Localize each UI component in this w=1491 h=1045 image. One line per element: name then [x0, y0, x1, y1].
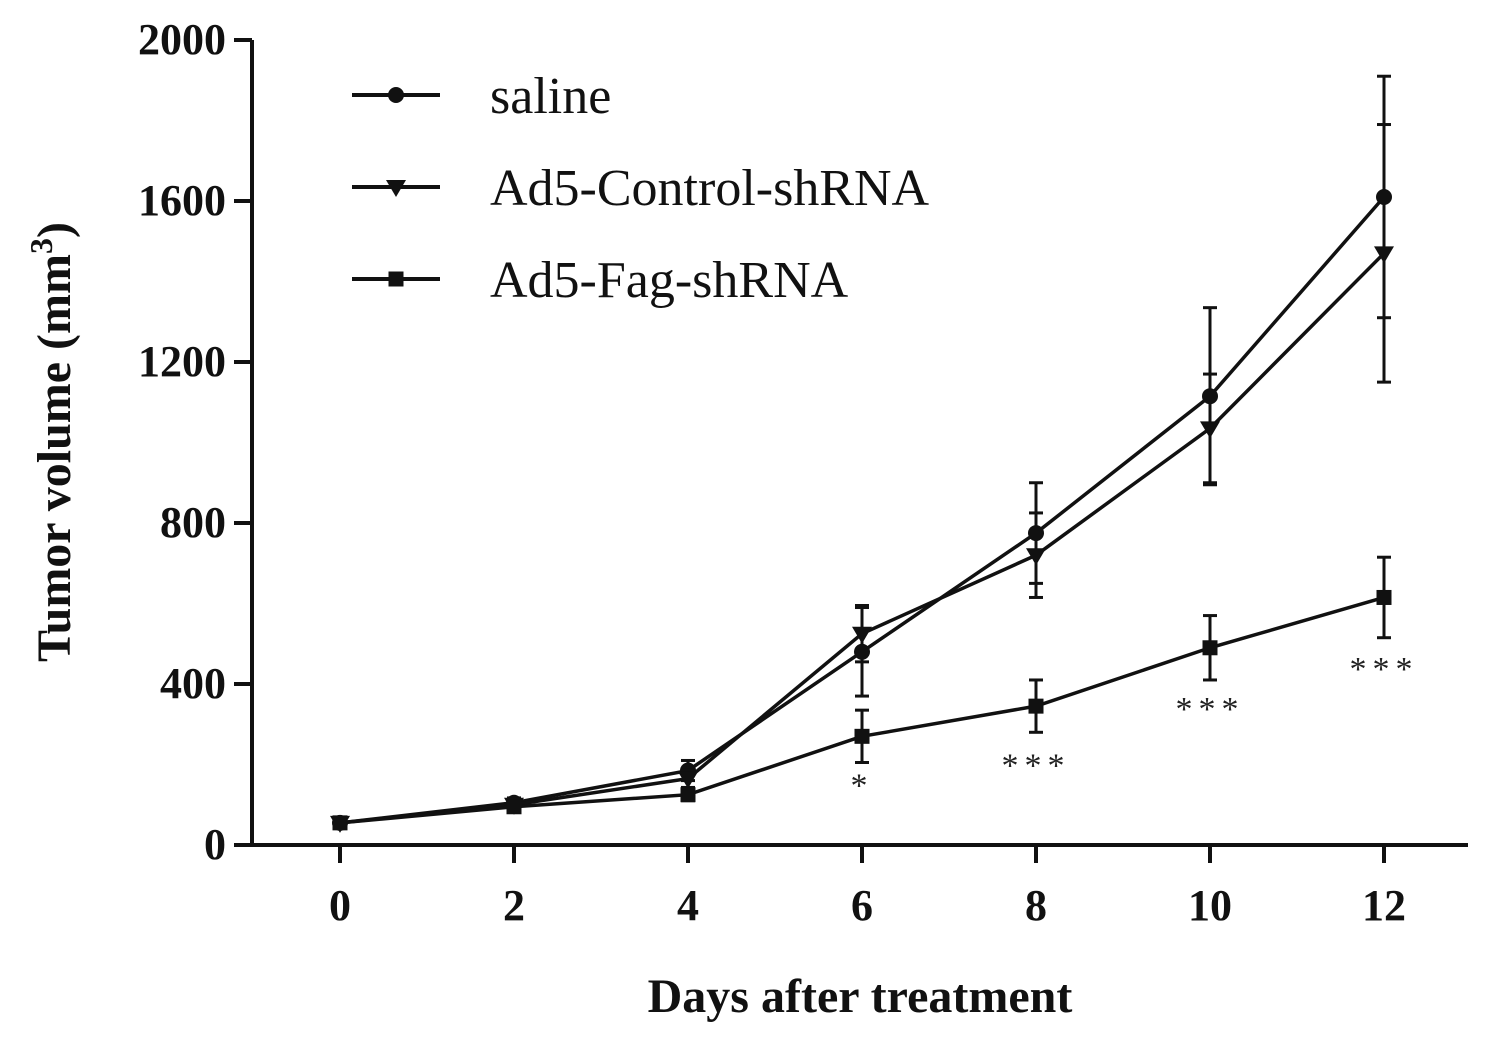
data-point-square	[1376, 589, 1392, 605]
y-tick-label: 0	[204, 820, 226, 869]
significance-label: *	[851, 768, 874, 805]
y-ticks: 0 400 800 1200 1600 2000	[138, 15, 252, 869]
x-ticks: 0 2 4 6 8 10 12	[329, 845, 1406, 930]
data-point-square	[332, 815, 348, 831]
y-tick-label: 2000	[138, 15, 226, 64]
data-point-triangle	[386, 180, 406, 197]
significance-annotations: **********	[851, 651, 1419, 805]
legend-item: Ad5-Control-shRNA	[352, 160, 930, 217]
data-point-triangle	[852, 626, 872, 644]
y-tick-label: 800	[160, 498, 226, 547]
y-tick-label: 400	[160, 659, 226, 708]
x-axis-title: Days after treatment	[648, 970, 1073, 1023]
x-tick-label: 4	[677, 881, 699, 930]
legend-label: Ad5-Control-shRNA	[490, 160, 930, 217]
legend-item: saline	[352, 68, 611, 125]
x-tick-label: 8	[1025, 881, 1047, 930]
series-layer	[330, 74, 1394, 833]
data-point-square	[388, 271, 404, 287]
legend: saline Ad5-Control-shRNA Ad5-Fag-shRNA	[352, 68, 930, 309]
data-point-square	[1028, 698, 1044, 714]
x-tick-label: 0	[329, 881, 351, 930]
data-point-triangle	[1200, 421, 1220, 439]
data-point-circle	[388, 87, 404, 103]
data-point-square	[506, 799, 522, 815]
legend-label: Ad5-Fag-shRNA	[490, 252, 849, 309]
data-point-triangle	[678, 771, 698, 789]
data-point-triangle	[1026, 548, 1046, 566]
significance-label: ***	[1002, 748, 1071, 785]
y-axis-title-close: )	[28, 222, 81, 238]
data-point-square	[1202, 640, 1218, 656]
significance-label: ***	[1350, 651, 1419, 688]
x-tick-label: 12	[1362, 881, 1406, 930]
x-tick-label: 6	[851, 881, 873, 930]
legend-label: saline	[490, 68, 611, 125]
y-axis-title-main: Tumor volume (mm	[28, 254, 81, 662]
data-point-square	[854, 728, 870, 744]
data-point-square	[680, 787, 696, 803]
y-tick-label: 1200	[138, 337, 226, 386]
x-tick-label: 2	[503, 881, 525, 930]
y-tick-label: 1600	[138, 176, 226, 225]
data-point-triangle	[1374, 246, 1394, 264]
legend-item: Ad5-Fag-shRNA	[352, 252, 849, 309]
y-axis-title-superscript: 3	[23, 238, 59, 254]
significance-label: ***	[1176, 691, 1245, 728]
y-axis-title: Tumor volume (mm3)	[23, 222, 81, 662]
x-tick-label: 10	[1188, 881, 1232, 930]
series-Ad5-Fag-shRNA	[332, 555, 1392, 831]
